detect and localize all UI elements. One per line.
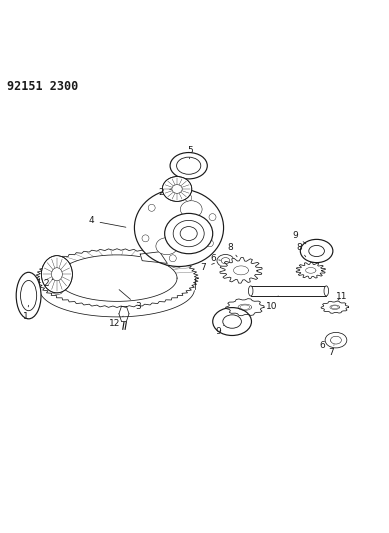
Polygon shape <box>57 255 177 301</box>
Ellipse shape <box>142 235 149 242</box>
Ellipse shape <box>207 240 214 247</box>
Ellipse shape <box>180 227 197 240</box>
Text: 10: 10 <box>266 296 278 311</box>
Ellipse shape <box>331 336 342 344</box>
Text: 9: 9 <box>215 326 224 336</box>
Text: 8: 8 <box>296 244 306 257</box>
Ellipse shape <box>135 189 224 266</box>
Ellipse shape <box>209 214 216 221</box>
Ellipse shape <box>173 220 204 247</box>
Text: 3: 3 <box>119 289 141 311</box>
Text: 5: 5 <box>187 146 193 159</box>
Text: 4: 4 <box>89 216 126 227</box>
Ellipse shape <box>16 272 41 319</box>
Ellipse shape <box>249 286 253 296</box>
Text: 7: 7 <box>328 345 334 357</box>
Polygon shape <box>35 249 198 308</box>
Text: 6: 6 <box>319 341 331 351</box>
Text: 7: 7 <box>201 263 214 272</box>
Ellipse shape <box>172 184 182 193</box>
Ellipse shape <box>223 315 242 328</box>
Text: 11: 11 <box>336 292 347 301</box>
Ellipse shape <box>177 157 201 174</box>
Ellipse shape <box>300 239 333 263</box>
Ellipse shape <box>53 288 63 294</box>
Text: 92151 2300: 92151 2300 <box>7 80 78 93</box>
Ellipse shape <box>51 268 62 281</box>
Ellipse shape <box>213 308 251 335</box>
Ellipse shape <box>41 256 72 293</box>
Text: 2: 2 <box>44 279 53 288</box>
Ellipse shape <box>148 204 155 211</box>
Ellipse shape <box>169 255 176 262</box>
Ellipse shape <box>170 152 207 179</box>
Ellipse shape <box>325 333 347 348</box>
Ellipse shape <box>50 264 60 270</box>
Ellipse shape <box>180 201 202 218</box>
Text: 1: 1 <box>23 305 29 321</box>
Ellipse shape <box>165 213 213 254</box>
Ellipse shape <box>217 254 234 267</box>
Polygon shape <box>251 286 326 296</box>
Polygon shape <box>226 298 264 316</box>
Ellipse shape <box>240 305 250 309</box>
Ellipse shape <box>309 245 324 256</box>
Ellipse shape <box>324 286 329 296</box>
Polygon shape <box>321 301 349 313</box>
Text: 8: 8 <box>227 244 237 257</box>
Ellipse shape <box>185 195 192 201</box>
Ellipse shape <box>162 176 192 201</box>
Ellipse shape <box>21 280 37 311</box>
Text: 6: 6 <box>210 254 221 263</box>
Text: 2: 2 <box>159 188 171 197</box>
Text: 12: 12 <box>109 316 123 328</box>
Polygon shape <box>140 252 167 263</box>
Ellipse shape <box>221 257 230 264</box>
Polygon shape <box>296 262 326 278</box>
Ellipse shape <box>331 305 338 309</box>
Ellipse shape <box>171 262 181 268</box>
Text: 9: 9 <box>293 231 306 244</box>
Ellipse shape <box>156 238 178 255</box>
Polygon shape <box>220 257 262 283</box>
